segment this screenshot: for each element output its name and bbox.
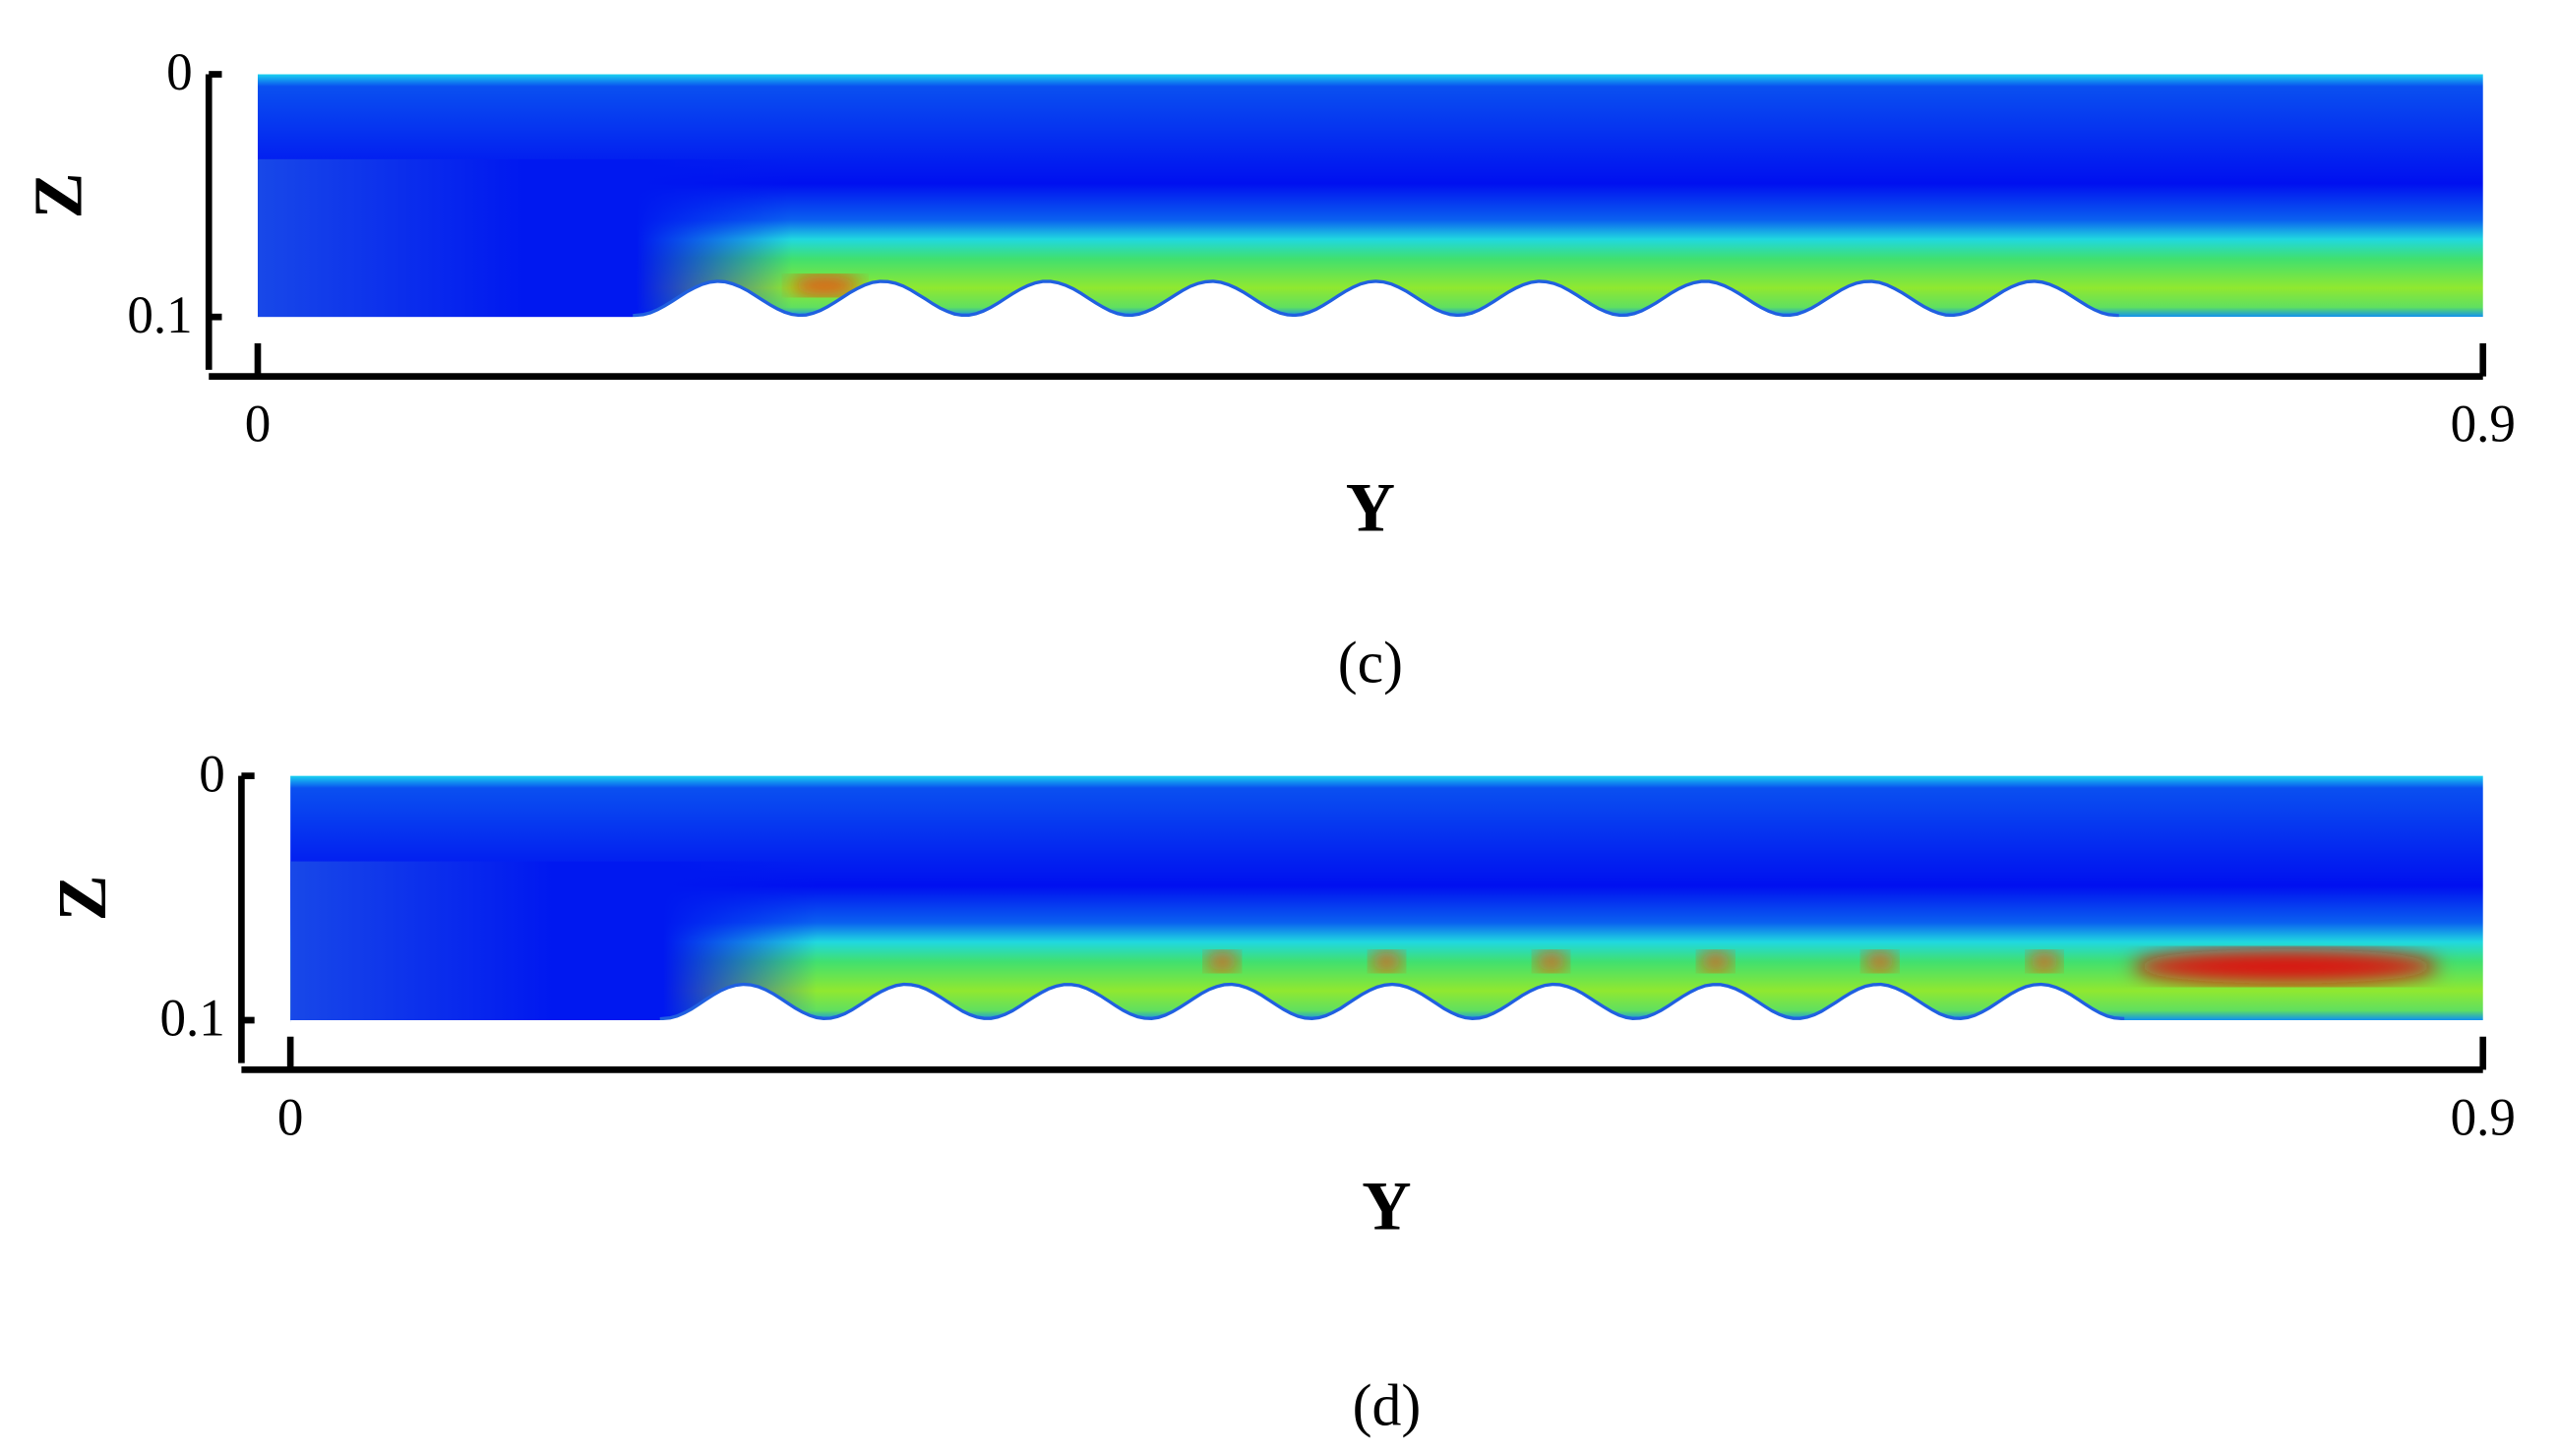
hot-spot bbox=[1535, 951, 1568, 972]
y-tick-label: 0 bbox=[199, 744, 225, 803]
axis-frame bbox=[238, 775, 2483, 1073]
y-axis-label: Z bbox=[22, 172, 97, 218]
y-tick-label: 0.1 bbox=[127, 285, 192, 344]
x-axis-label: Y bbox=[1362, 1169, 1411, 1244]
hot-spot bbox=[1863, 951, 1897, 972]
wall bbox=[636, 282, 2116, 321]
hot-spot bbox=[1370, 951, 1404, 972]
y-axis-label: Z bbox=[46, 875, 122, 921]
x-tick-label: 0 bbox=[245, 394, 272, 453]
panel-title: (c) bbox=[1338, 629, 1403, 695]
y-tick-label: 0.1 bbox=[160, 988, 225, 1047]
contour-field bbox=[257, 74, 2483, 372]
wall bbox=[663, 986, 2122, 1024]
hot-spot bbox=[2132, 948, 2440, 984]
x-tick-label: 0.9 bbox=[2451, 1087, 2516, 1146]
hot-spot bbox=[2028, 951, 2061, 972]
x-tick-label: 0 bbox=[277, 1087, 304, 1146]
solid bbox=[290, 1020, 2483, 1065]
panel-title: (d) bbox=[1353, 1371, 1422, 1437]
hot-spot bbox=[1205, 951, 1239, 972]
x-tick-label: 0.9 bbox=[2451, 394, 2516, 453]
x-axis-label: Y bbox=[1346, 470, 1395, 546]
axis-frame bbox=[205, 74, 2483, 380]
hot-spot bbox=[1699, 951, 1733, 972]
contour-field bbox=[290, 775, 2483, 1065]
hot-spot bbox=[789, 275, 862, 296]
y-tick-label: 0 bbox=[166, 42, 193, 101]
solid bbox=[257, 317, 2483, 372]
